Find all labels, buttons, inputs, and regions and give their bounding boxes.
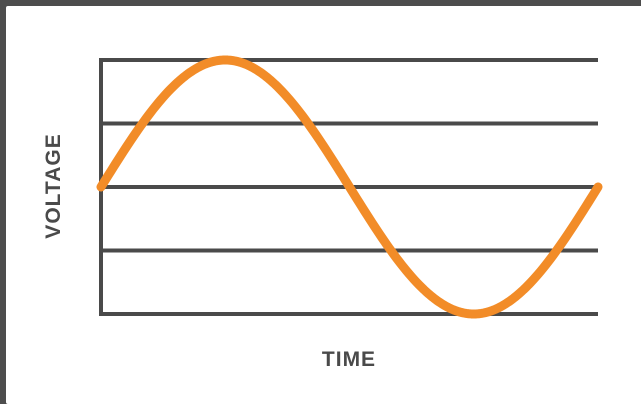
series-line [96,55,603,319]
y-axis-label: VOLTAGE [42,133,65,238]
x-axis-label: TIME [322,348,376,371]
chart-panel [6,6,641,404]
